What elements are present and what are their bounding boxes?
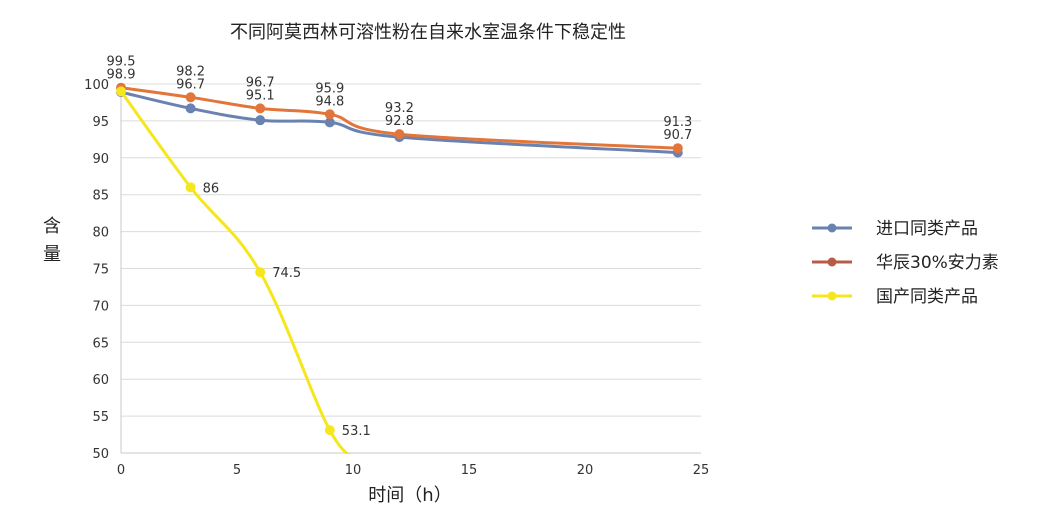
legend-label: 华辰30%安力素 (876, 253, 999, 273)
y-tick-label: 70 (92, 299, 109, 314)
data-point (255, 115, 266, 126)
data-label-huachen: 91.3 (663, 115, 692, 130)
data-label-domestic: 86 (203, 181, 220, 196)
legend-label: 国产同类产品 (876, 287, 978, 307)
data-point (116, 86, 126, 97)
y-tick-label: 95 (92, 115, 109, 130)
legend-marker (827, 291, 837, 301)
data-point (324, 425, 335, 436)
data-point (255, 267, 266, 278)
y-tick-label: 80 (92, 226, 109, 241)
x-axis-title: 时间（h） (368, 485, 451, 506)
data-point (185, 182, 196, 193)
x-tick-label: 15 (461, 463, 478, 478)
data-label-imported: 96.7 (176, 77, 205, 92)
series-huachen (116, 82, 683, 154)
data-label-huachen: 98.2 (176, 64, 205, 79)
chart-title: 不同阿莫西林可溶性粉在自来水室温条件下稳定性 (230, 22, 626, 43)
y-tick-label: 60 (92, 373, 109, 388)
y-tick-label: 65 (92, 336, 109, 351)
x-tick-label: 10 (345, 463, 362, 478)
data-label-domestic: 74.5 (272, 266, 301, 281)
data-labels: 99.598.9 98.296.7 96.795.1 95.994.8 93.292.8… (107, 55, 693, 439)
data-point (185, 103, 196, 114)
y-tick-label: 50 (92, 447, 109, 462)
series-domestic (116, 86, 351, 454)
data-label-imported: 94.8 (315, 94, 344, 109)
data-label-imported: 98.9 (107, 68, 136, 83)
legend-marker (827, 223, 837, 233)
y-tick-label: 90 (92, 152, 109, 167)
legend-item: 华辰30%安力素 (812, 253, 999, 273)
data-point (394, 129, 405, 140)
data-point (185, 92, 196, 103)
series-lines (116, 82, 683, 454)
y-tick-label: 75 (92, 263, 109, 278)
series-line (121, 89, 351, 454)
x-tick-label: 5 (233, 463, 241, 478)
legend-item: 进口同类产品 (812, 219, 978, 239)
legend-item: 国产同类产品 (812, 287, 978, 307)
x-tick-label: 25 (693, 463, 710, 478)
gridlines (121, 83, 701, 454)
x-tick-label: 0 (117, 463, 125, 478)
data-label-huachen: 93.2 (385, 101, 414, 116)
y-tick-label: 85 (92, 189, 109, 204)
data-point (672, 143, 683, 154)
data-label-imported: 90.7 (663, 128, 692, 143)
y-tick-label: 55 (92, 410, 109, 425)
y-tick-label: 100 (84, 78, 109, 93)
data-label-huachen: 99.5 (107, 55, 136, 70)
data-label-domestic: 53.1 (342, 424, 371, 439)
data-label-huachen: 95.9 (315, 81, 344, 96)
data-label-imported: 95.1 (246, 88, 275, 103)
legend-label: 进口同类产品 (876, 219, 978, 239)
legend-marker (827, 257, 837, 267)
data-point (324, 109, 335, 120)
y-axis-title: 含量 (43, 216, 61, 265)
data-label-huachen: 96.7 (246, 75, 275, 90)
data-point (255, 103, 266, 114)
data-label-imported: 92.8 (385, 114, 414, 129)
x-tick-label: 20 (577, 463, 594, 478)
axes: 50 55 60 65 70 75 80 85 90 95 100 0 5 10 15 20 25 (84, 78, 709, 478)
